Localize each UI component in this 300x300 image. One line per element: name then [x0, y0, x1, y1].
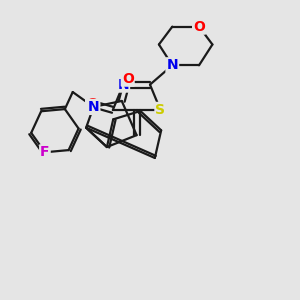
Text: O: O [193, 20, 205, 34]
Text: F: F [40, 145, 50, 159]
Text: O: O [122, 72, 134, 86]
Text: S: S [155, 103, 165, 117]
Text: N: N [167, 58, 178, 72]
Text: O: O [86, 97, 98, 111]
Text: N: N [117, 78, 129, 92]
Text: N: N [88, 100, 99, 114]
